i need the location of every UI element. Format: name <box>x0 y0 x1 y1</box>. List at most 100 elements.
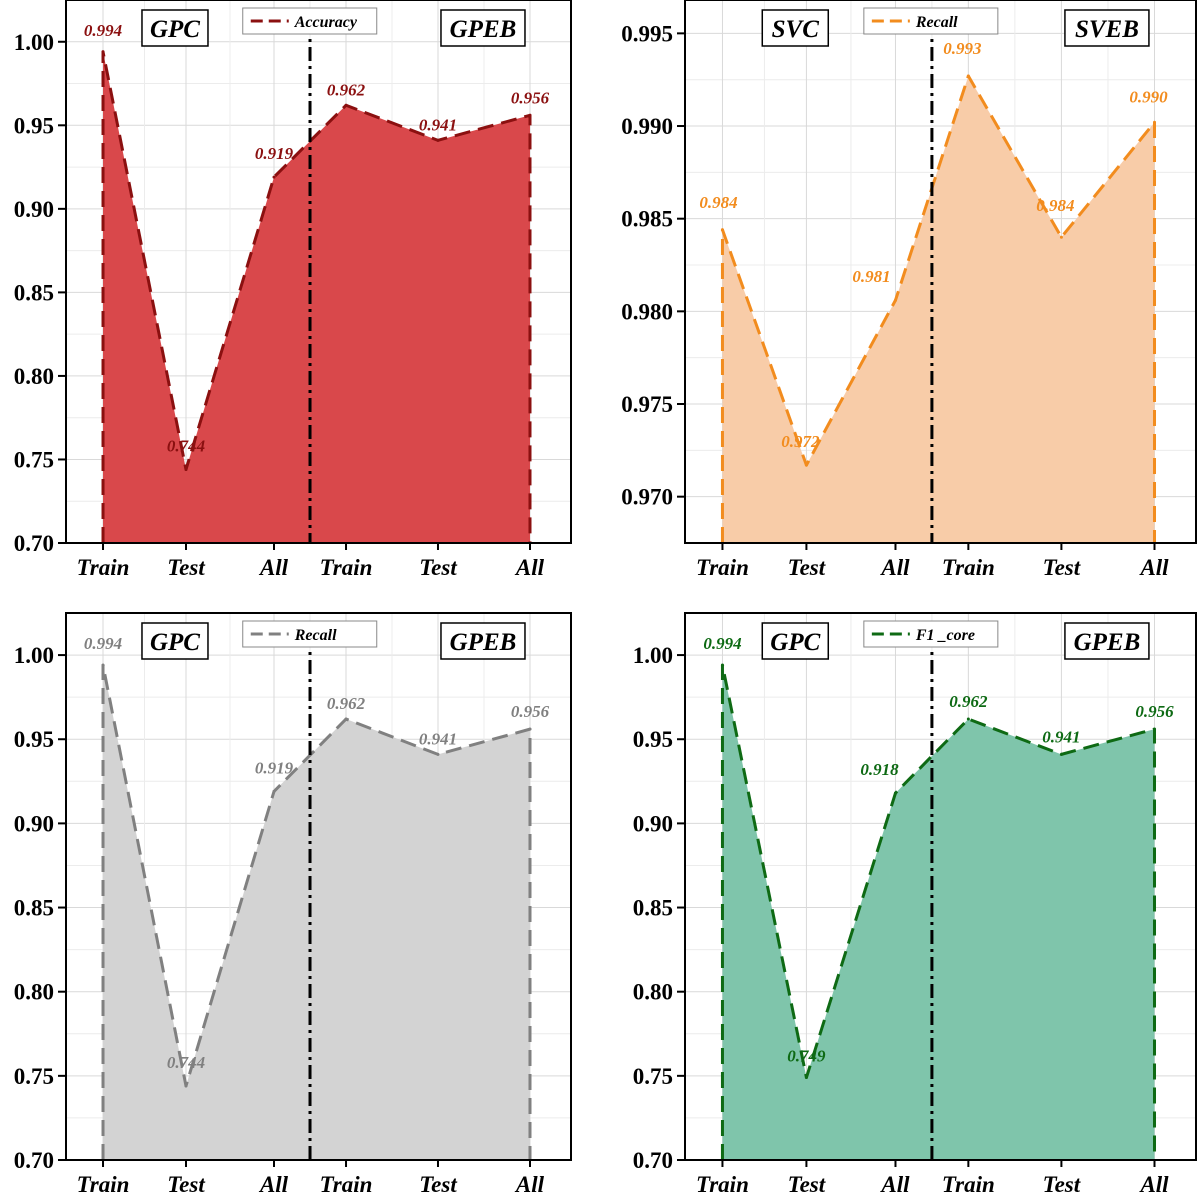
data-point <box>184 467 188 471</box>
y-tick-label: 0.75 <box>14 1064 54 1089</box>
legend-label: Recall <box>294 627 337 644</box>
x-tick-label: Test <box>788 555 826 580</box>
x-tick-label: Test <box>419 555 457 580</box>
y-tick-label: 1.00 <box>14 30 54 55</box>
y-tick-label: 0.975 <box>621 392 673 417</box>
data-label: 0.919 <box>255 758 294 777</box>
group-label: GPC <box>770 629 820 656</box>
x-tick-label: Test <box>419 1172 457 1196</box>
y-tick-label: 0.90 <box>14 197 54 222</box>
data-point <box>720 228 724 232</box>
data-label: 0.956 <box>511 88 550 107</box>
y-tick-label: 0.70 <box>633 1148 673 1173</box>
data-point <box>893 298 897 302</box>
data-label: 0.744 <box>167 436 205 455</box>
y-tick-label: 1.00 <box>633 643 673 668</box>
group-label: GPC <box>150 16 200 43</box>
data-label: 0.919 <box>255 144 294 163</box>
y-tick-label: 0.995 <box>621 21 673 46</box>
group-label-box <box>761 9 830 47</box>
data-label: 0.984 <box>1036 196 1074 215</box>
x-tick-label: Train <box>77 555 130 580</box>
series-area <box>722 75 1155 543</box>
data-point <box>804 1076 808 1080</box>
legend-label: Recall <box>915 14 958 31</box>
data-point <box>272 789 276 793</box>
x-tick-label: All <box>879 1172 910 1196</box>
chart-panel-1: 0.70 0.75 0.80 0.85 0.90 0.95 1.00 Train Test All… <box>14 0 572 580</box>
group-label-box <box>141 622 209 660</box>
group-label-box <box>440 9 526 47</box>
legend-label: F1 _core <box>915 627 975 644</box>
data-point <box>804 463 808 467</box>
series-line <box>101 663 532 1160</box>
x-tick-label: Train <box>696 1172 749 1196</box>
series-area <box>103 665 530 1160</box>
y-tick-label: 0.80 <box>14 980 54 1005</box>
legend-box <box>242 620 378 648</box>
group-label-box <box>141 9 209 47</box>
y-tick-label: 0.990 <box>621 114 673 139</box>
y-tick-label: 0.85 <box>633 896 673 921</box>
x-tick-label: Train <box>320 555 373 580</box>
x-tick-label: All <box>879 555 910 580</box>
y-tick-label: 0.80 <box>14 364 54 389</box>
data-label: 0.749 <box>787 1047 826 1066</box>
plot-frame <box>684 612 1197 1161</box>
y-tick-label: 0.85 <box>14 280 54 305</box>
series-area <box>103 51 530 543</box>
data-point <box>966 717 970 721</box>
legend-label: Accuracy <box>294 14 358 31</box>
data-label: 0.962 <box>327 694 366 713</box>
data-label: 0.956 <box>511 702 550 721</box>
data-label: 0.941 <box>1042 727 1080 746</box>
plot-frame <box>684 0 1197 544</box>
group-label: GPEB <box>450 16 517 43</box>
data-label: 0.972 <box>781 432 820 451</box>
data-point <box>1153 727 1157 731</box>
x-tick-label: Test <box>167 555 205 580</box>
data-point <box>528 113 532 117</box>
data-label: 0.962 <box>327 80 366 99</box>
x-tick-label: All <box>514 555 545 580</box>
group-label: GPEB <box>450 629 517 656</box>
group-label: SVEB <box>1075 16 1139 43</box>
data-point <box>966 74 970 78</box>
data-label: 0.941 <box>419 115 457 134</box>
data-point <box>344 103 348 107</box>
data-label: 0.941 <box>419 729 457 748</box>
x-tick-label: Train <box>77 1172 130 1196</box>
y-tick-label: 0.75 <box>14 447 54 472</box>
y-tick-label: 0.985 <box>621 207 673 232</box>
data-label: 0.984 <box>699 193 737 212</box>
x-tick-label: Train <box>942 1172 995 1196</box>
data-label: 0.994 <box>84 634 122 653</box>
data-point <box>436 138 440 142</box>
data-label: 0.994 <box>703 634 741 653</box>
x-tick-label: All <box>514 1172 545 1196</box>
data-label: 0.990 <box>1129 87 1168 106</box>
data-label: 0.918 <box>860 760 899 779</box>
plot-frame <box>65 0 572 544</box>
data-point <box>893 791 897 795</box>
data-point <box>1153 120 1157 124</box>
data-point <box>272 175 276 179</box>
x-tick-label: Train <box>942 555 995 580</box>
x-tick-label: All <box>258 555 289 580</box>
data-label: 0.956 <box>1135 702 1174 721</box>
data-label: 0.993 <box>943 39 982 58</box>
group-label: GPC <box>150 629 200 656</box>
y-tick-label: 1.00 <box>14 643 54 668</box>
data-point <box>436 752 440 756</box>
plot-frame <box>65 612 572 1161</box>
group-label-box <box>1064 9 1150 47</box>
data-point <box>344 717 348 721</box>
data-label: 0.994 <box>84 21 122 40</box>
y-tick-label: 0.80 <box>633 980 673 1005</box>
legend-box <box>863 620 999 648</box>
data-point <box>528 727 532 731</box>
x-tick-label: All <box>1138 1172 1169 1196</box>
y-tick-label: 0.95 <box>14 727 54 752</box>
data-point <box>1059 235 1063 239</box>
